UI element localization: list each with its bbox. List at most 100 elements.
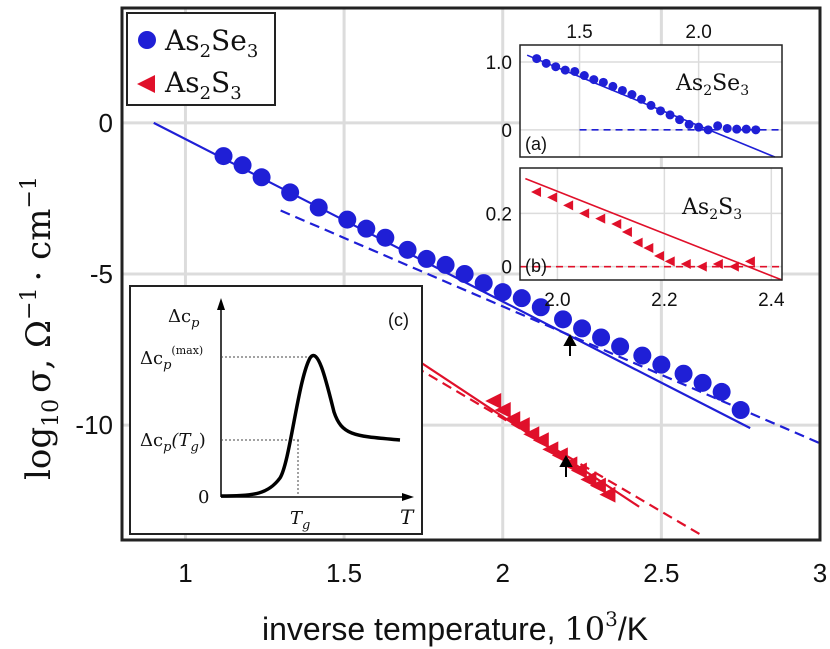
main-point-s [504,411,521,428]
main-x-tick-label: 2 [495,558,509,588]
inset-a-sub2: 3 [740,83,749,99]
inset-a-point [665,110,675,120]
legend-se-label: As2Se3 [164,24,258,62]
inset-a-point [646,100,656,110]
inset-a-point [636,94,646,104]
main-x-tick-label: 2.5 [643,558,679,588]
inset-b-sub1: 2 [709,207,718,223]
inset-a-point [722,123,732,133]
inset-a-point [732,124,742,134]
inset-b-title: As2S3 [681,195,742,223]
inset-c-tg-level-label: Δcp(Tg) [140,430,206,455]
inset-c-frame [129,285,423,535]
inset-b-x-tick-label: 2.0 [544,290,570,311]
inset-a-title: As2Se3 [675,71,749,99]
inset-c-max-label: Δcp(max) [140,344,203,373]
inset-a-point [684,119,694,129]
main-point-s [599,486,616,503]
main-point-se [731,401,750,420]
inset-a-point [532,54,542,64]
inset-a-y-tick-label: 1.0 [486,53,512,74]
inset-b-point [643,243,654,253]
inset-c-tg-paren: (T [171,430,192,451]
inset-c-x-tg: Tg [290,508,310,533]
main-fit-line-0 [153,121,751,430]
inset-c-x-tg-sub: g [302,518,310,533]
inset-b-point [696,261,707,272]
main-y-tick-label: -5 [90,259,113,289]
inset-b-point [712,259,723,269]
main-point-se [436,255,455,274]
inset-b-point [728,261,739,272]
inset-a-se: Se [712,71,740,96]
inset-a-point [560,65,570,75]
main-point-se [531,298,550,317]
legend-se-se: Se [211,24,247,57]
inset-a-point [617,85,627,95]
inset-a-frame [519,44,783,158]
inset-a-point [656,106,666,116]
main-point-s [542,441,559,458]
inset-b-y-tick-label: 0 [501,258,512,279]
inset-c-max-sup: (max) [171,344,203,357]
main-x-tick-label: 1 [178,558,192,588]
main-x-tick-label: 3 [813,558,827,588]
main-point-se [493,283,512,302]
main-point-se [633,346,652,365]
inset-c-y-title-sub: p [191,316,200,331]
y-label-exp1: −1 [17,287,42,319]
main-y-ticks: 0 -5 -10 [75,108,113,440]
y-label-sub: 10 [39,399,64,427]
main-point-s [570,462,587,479]
main-point-se [233,156,252,175]
inset-a-point [694,122,704,132]
inset-b-point [595,213,606,224]
legend-s-label: As2S3 [164,66,242,104]
inset-c: (c) Δcp Δcp(max) Δcp(Tg) 0 Tg T [129,285,423,535]
inset-b-point [611,219,622,229]
y-label-log: log [19,427,59,480]
se-arrow-head [563,333,577,346]
legend-se-as: As [164,24,200,57]
inset-c-tg-sub: p [163,440,172,455]
y-label-exp2: −1 [17,176,42,208]
inset-c-x-title: T [400,505,415,529]
inset-a-points [532,54,761,135]
x-axis-label-exp: 3 [605,607,618,631]
main-point-se [512,289,531,308]
legend-s-sub1: 2 [200,83,211,104]
inset-a-top-tick-label: 2.0 [685,22,711,43]
inset-b-x-tick-label: 2.4 [758,290,785,311]
main-point-se [398,240,417,259]
inset-a-point [589,75,599,85]
inset-a-point [551,62,561,72]
inset-a-point [598,77,608,87]
inset-a-point [713,121,723,131]
inset-a-point [579,71,589,81]
y-label-sigma: σ, Ω [19,320,59,393]
main-point-s [523,426,540,443]
main-point-se [338,210,357,229]
inset-b-label: (b) [525,256,547,276]
inset-c-tg-close: ) [199,430,206,451]
legend-se-marker [138,31,156,49]
inset-c-max-text: Δc [140,348,163,369]
main-point-s [494,402,511,419]
y-axis-label: log10σ, Ω−1· cm−1 [17,176,64,480]
main-point-se [554,310,573,329]
inset-a-point [608,81,618,91]
inset-a-point [627,90,637,100]
inset-c-label: (c) [388,310,409,330]
inset-b-frame [519,167,783,281]
inset-b-point [654,251,665,261]
inset-b-point [579,208,590,219]
main-point-se [674,364,693,383]
inset-b-point [664,256,675,267]
inset-b: 2.0 2.2 2.4 0.20 (b) As2S3 [486,167,785,311]
main-point-se [573,319,592,338]
main-frame [120,6,822,542]
main-fit-line-1 [280,209,821,445]
legend-se-sub2: 3 [247,41,258,62]
inset-b-point [744,256,755,267]
inset-b-x-ticks: 2.0 2.2 2.4 [544,290,785,311]
